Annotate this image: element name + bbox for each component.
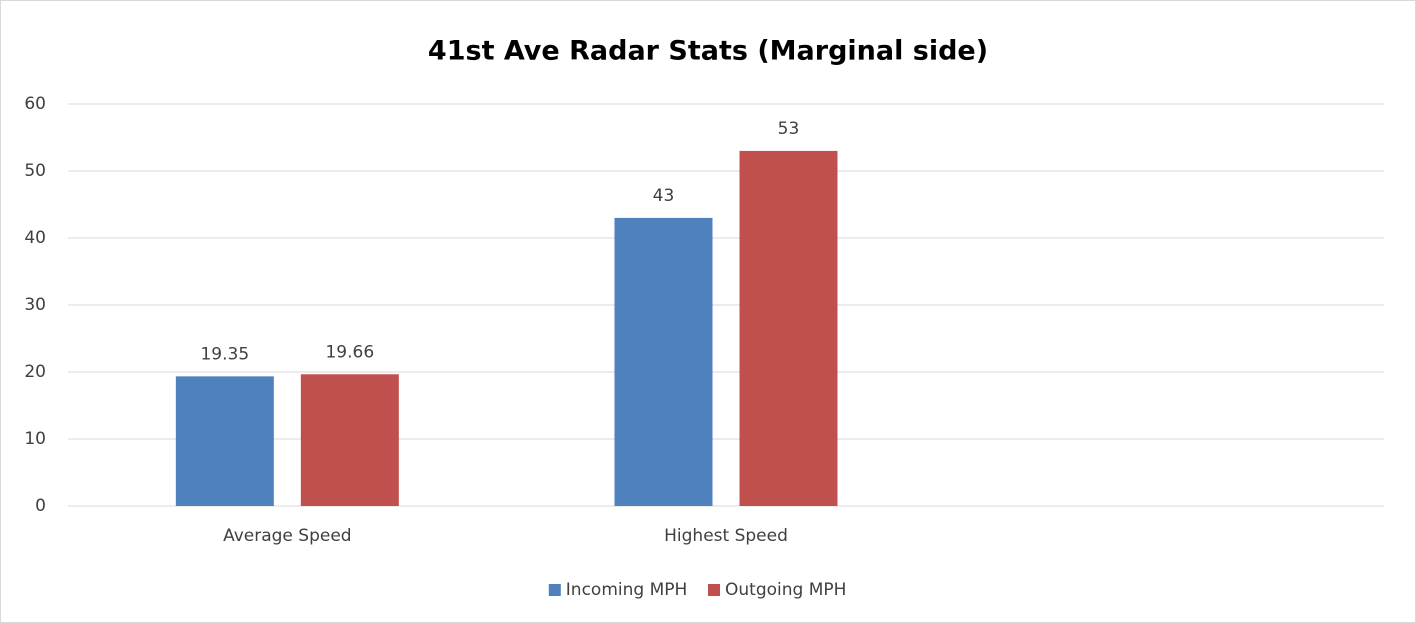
y-tick-label: 20 xyxy=(24,362,46,382)
y-tick-label: 50 xyxy=(24,161,46,181)
data-label: 19.66 xyxy=(325,342,374,362)
y-tick-label: 30 xyxy=(24,295,46,315)
bar xyxy=(614,217,713,506)
y-tick-label: 10 xyxy=(24,429,46,449)
bar xyxy=(739,150,838,506)
legend-label: Outgoing MPH xyxy=(725,580,846,600)
data-label: 43 xyxy=(653,186,675,206)
legend-label: Incoming MPH xyxy=(566,580,688,600)
bar xyxy=(175,376,274,506)
y-tick-label: 60 xyxy=(24,94,46,114)
x-tick-label: Highest Speed xyxy=(664,526,788,546)
data-label: 19.35 xyxy=(200,344,249,364)
legend-swatch xyxy=(548,584,561,596)
legend-swatch xyxy=(708,584,720,596)
y-tick-label: 40 xyxy=(24,228,46,248)
bar xyxy=(300,374,399,506)
data-label: 53 xyxy=(778,119,800,139)
y-tick-label: 0 xyxy=(35,496,46,516)
chart-title: 41st Ave Radar Stats (Marginal side) xyxy=(428,36,988,67)
x-tick-label: Average Speed xyxy=(223,526,352,546)
